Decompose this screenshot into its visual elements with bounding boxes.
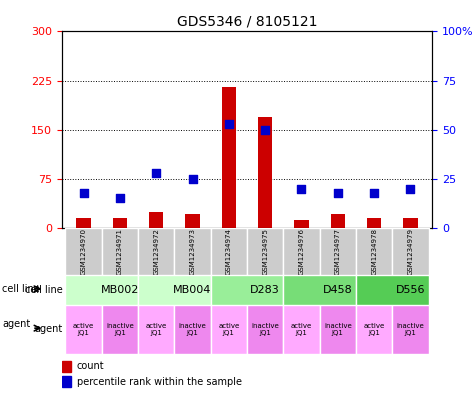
FancyBboxPatch shape (174, 305, 211, 354)
Text: inactive
JQ1: inactive JQ1 (106, 323, 134, 336)
Bar (113, 218, 127, 228)
FancyBboxPatch shape (247, 228, 283, 275)
Text: cell line: cell line (25, 285, 63, 295)
Text: agent: agent (2, 319, 30, 329)
Text: GSM1234976: GSM1234976 (298, 228, 304, 275)
Point (334, 189, 342, 196)
Text: inactive
JQ1: inactive JQ1 (397, 323, 424, 336)
Text: GSM1234973: GSM1234973 (190, 228, 196, 275)
Text: active
JQ1: active JQ1 (145, 323, 167, 336)
Bar (403, 218, 418, 228)
FancyBboxPatch shape (66, 305, 102, 354)
Point (80, 189, 87, 196)
Point (225, 121, 233, 127)
Text: active
JQ1: active JQ1 (291, 323, 312, 336)
Text: inactive
JQ1: inactive JQ1 (251, 323, 279, 336)
Text: GSM1234977: GSM1234977 (335, 228, 341, 275)
FancyBboxPatch shape (283, 275, 356, 305)
Bar (331, 213, 345, 228)
Text: active
JQ1: active JQ1 (363, 323, 385, 336)
Text: percentile rank within the sample: percentile rank within the sample (76, 377, 242, 387)
Text: agent: agent (34, 324, 63, 334)
Text: active
JQ1: active JQ1 (218, 323, 239, 336)
Text: GSM1234978: GSM1234978 (371, 228, 377, 275)
Text: GSM1234972: GSM1234972 (153, 228, 159, 275)
FancyBboxPatch shape (392, 228, 428, 275)
Bar (221, 87, 236, 228)
Text: active
JQ1: active JQ1 (73, 323, 94, 336)
Text: MB004: MB004 (173, 285, 212, 295)
Text: GSM1234971: GSM1234971 (117, 228, 123, 275)
Bar (367, 218, 381, 228)
FancyBboxPatch shape (211, 305, 247, 354)
Text: MB002: MB002 (101, 285, 139, 295)
FancyBboxPatch shape (102, 228, 138, 275)
Point (261, 127, 269, 133)
Text: D458: D458 (323, 285, 352, 295)
FancyBboxPatch shape (356, 305, 392, 354)
FancyBboxPatch shape (211, 228, 247, 275)
FancyBboxPatch shape (174, 228, 211, 275)
Point (189, 176, 196, 182)
Text: GSM1234974: GSM1234974 (226, 228, 232, 275)
FancyBboxPatch shape (356, 275, 428, 305)
Point (116, 195, 124, 202)
Bar (76, 218, 91, 228)
FancyBboxPatch shape (66, 228, 102, 275)
Bar (62, 361, 71, 372)
FancyBboxPatch shape (356, 228, 392, 275)
Point (407, 185, 414, 192)
FancyBboxPatch shape (392, 305, 428, 354)
FancyBboxPatch shape (138, 305, 174, 354)
Text: GSM1234979: GSM1234979 (408, 228, 413, 275)
Bar (294, 220, 309, 228)
Text: GSM1234970: GSM1234970 (81, 228, 86, 275)
Bar (149, 211, 163, 228)
FancyBboxPatch shape (320, 305, 356, 354)
Title: GDS5346 / 8105121: GDS5346 / 8105121 (177, 15, 317, 29)
FancyBboxPatch shape (138, 275, 211, 305)
FancyBboxPatch shape (102, 305, 138, 354)
FancyBboxPatch shape (247, 305, 283, 354)
Point (152, 170, 160, 176)
FancyBboxPatch shape (138, 228, 174, 275)
Text: inactive
JQ1: inactive JQ1 (179, 323, 207, 336)
Point (298, 185, 305, 192)
FancyBboxPatch shape (283, 305, 320, 354)
Bar (62, 376, 71, 387)
Bar (258, 117, 273, 228)
Text: GSM1234975: GSM1234975 (262, 228, 268, 275)
Text: count: count (76, 362, 104, 371)
FancyBboxPatch shape (211, 275, 283, 305)
Text: inactive
JQ1: inactive JQ1 (324, 323, 352, 336)
Text: D556: D556 (396, 285, 425, 295)
Text: D283: D283 (250, 285, 280, 295)
Text: cell line: cell line (2, 284, 40, 294)
FancyBboxPatch shape (66, 275, 138, 305)
Bar (185, 213, 200, 228)
Point (370, 189, 378, 196)
FancyBboxPatch shape (320, 228, 356, 275)
FancyBboxPatch shape (283, 228, 320, 275)
